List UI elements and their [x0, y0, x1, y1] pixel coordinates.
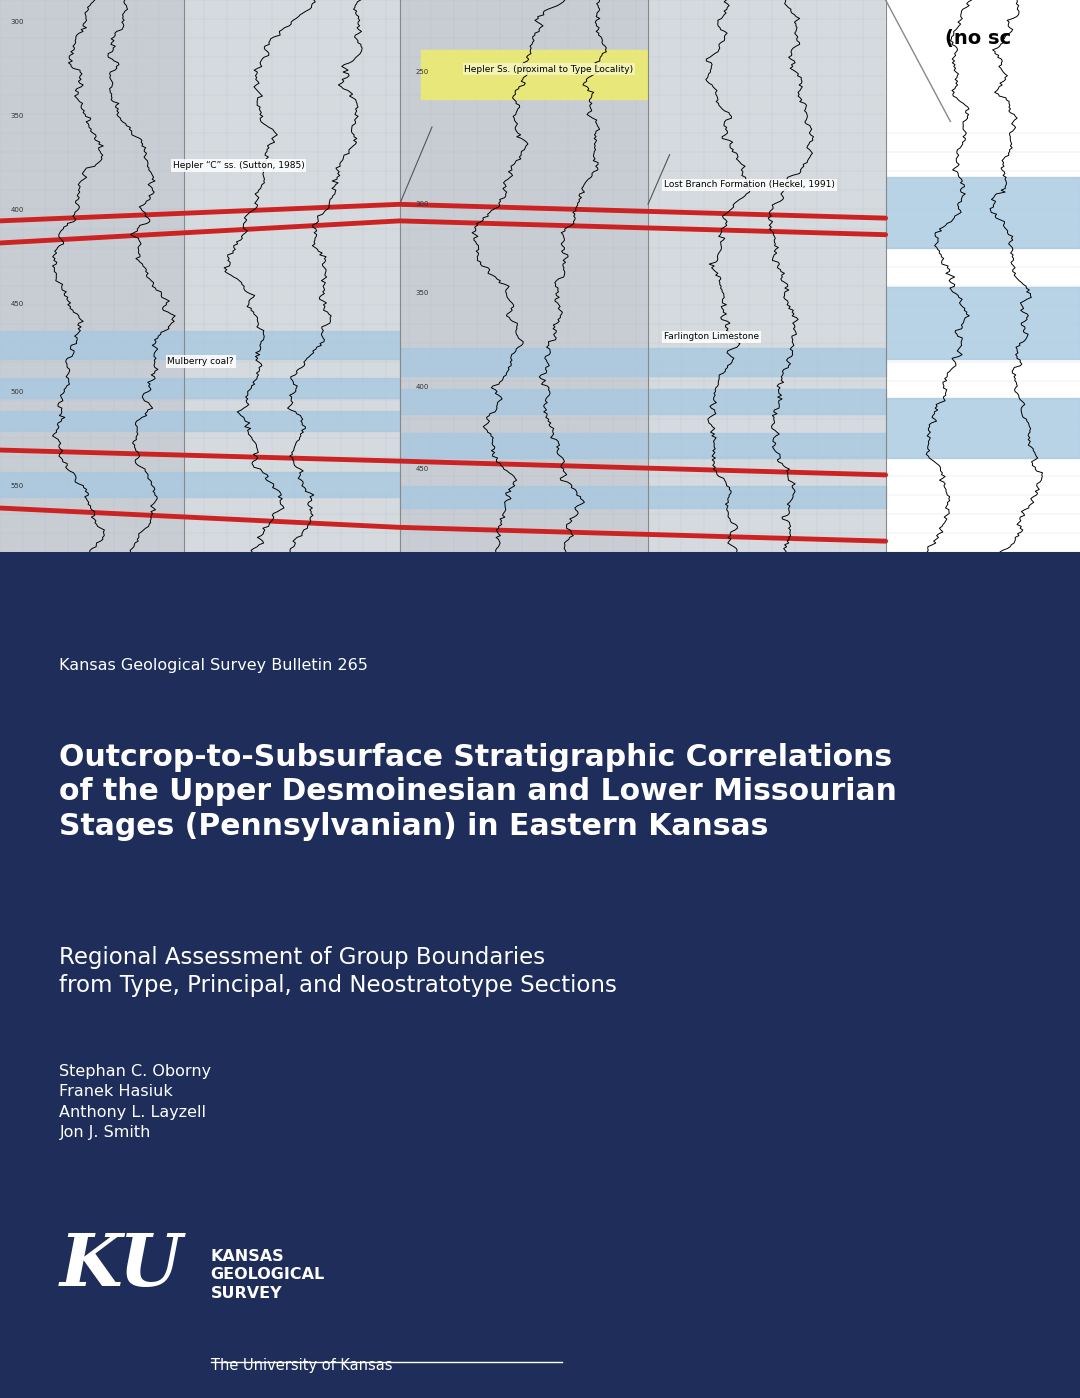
Text: 300: 300: [416, 201, 430, 207]
Text: 300: 300: [11, 20, 25, 25]
Bar: [886, 397, 1080, 459]
Text: 500: 500: [11, 389, 24, 396]
Text: Kansas Geological Survey Bulletin 265: Kansas Geological Survey Bulletin 265: [59, 658, 368, 672]
Bar: [648, 0, 886, 552]
Bar: [0, 411, 400, 431]
Text: Lost Branch Formation (Heckel, 1991): Lost Branch Formation (Heckel, 1991): [664, 180, 835, 190]
Bar: [400, 433, 886, 459]
Text: KANSAS
GEOLOGICAL
SURVEY: KANSAS GEOLOGICAL SURVEY: [211, 1248, 325, 1300]
Bar: [400, 348, 886, 376]
Bar: [886, 176, 1080, 249]
Bar: [0, 473, 400, 498]
Text: 450: 450: [11, 301, 24, 306]
Bar: [886, 0, 1080, 122]
Text: Regional Assessment of Group Boundaries
from Type, Principal, and Neostratotype : Regional Assessment of Group Boundaries …: [59, 945, 618, 997]
Text: Stephan C. Oborny
Franek Hasiuk
Anthony L. Layzell
Jon J. Smith: Stephan C. Oborny Franek Hasiuk Anthony …: [59, 1064, 212, 1141]
Text: Hepler “C” ss. (Sutton, 1985): Hepler “C” ss. (Sutton, 1985): [173, 161, 305, 171]
Bar: [886, 287, 1080, 359]
Bar: [0, 331, 400, 359]
Text: 400: 400: [11, 207, 24, 212]
Text: 350: 350: [416, 289, 429, 295]
Text: Mulberry coal?: Mulberry coal?: [167, 358, 234, 366]
Text: The University of Kansas: The University of Kansas: [211, 1357, 392, 1373]
Text: Outcrop-to-Subsurface Stratigraphic Correlations
of the Upper Desmoinesian and L: Outcrop-to-Subsurface Stratigraphic Corr…: [59, 742, 897, 842]
Text: 450: 450: [416, 467, 429, 473]
Bar: [0, 0, 184, 552]
Text: 250: 250: [416, 69, 429, 74]
Bar: [184, 0, 400, 552]
Text: 550: 550: [11, 482, 24, 489]
Bar: [400, 0, 648, 552]
Bar: [0, 379, 400, 397]
Text: KU: KU: [59, 1230, 183, 1300]
Text: Hepler Ss. (proximal to Type Locality): Hepler Ss. (proximal to Type Locality): [464, 64, 634, 74]
Bar: [400, 389, 886, 414]
Bar: [886, 0, 1080, 552]
Text: (no sc: (no sc: [945, 29, 1011, 48]
Text: 400: 400: [416, 383, 429, 390]
Bar: [400, 487, 886, 507]
Text: 350: 350: [11, 113, 24, 119]
Text: Farlington Limestone: Farlington Limestone: [664, 333, 759, 341]
Bar: [421, 50, 648, 99]
